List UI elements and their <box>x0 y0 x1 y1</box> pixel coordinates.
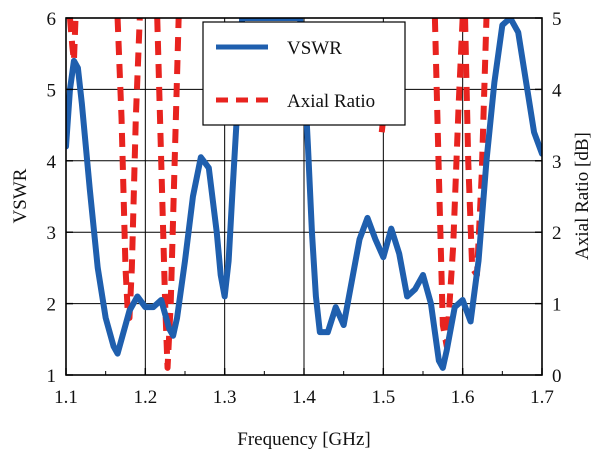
vswr-point <box>174 315 180 321</box>
y2-tick-label: 2 <box>552 223 562 244</box>
vswr-point <box>333 304 339 310</box>
vswr-point <box>515 29 521 35</box>
vswr-point <box>218 272 224 278</box>
vswr-point <box>134 293 140 300</box>
series-layer <box>66 18 542 371</box>
x-tick-label: 1.4 <box>292 387 316 408</box>
vswr-point <box>75 65 81 71</box>
vswr-point <box>126 308 133 314</box>
y-tick-label: 3 <box>47 223 57 244</box>
vswr-point <box>491 79 497 85</box>
y-axis-title: VSWR <box>10 168 31 223</box>
vswr-point <box>114 350 121 357</box>
vswr-point <box>79 101 85 107</box>
vswr-point <box>198 154 204 160</box>
vswr-point <box>460 297 466 303</box>
legend: VSWR Axial Ratio <box>202 21 406 126</box>
axial-ratio-line <box>66 18 79 64</box>
vswr-point <box>214 229 220 235</box>
y2-tick-label: 3 <box>552 152 562 173</box>
y-tick-label: 6 <box>47 9 57 30</box>
vswr-point <box>483 158 490 164</box>
vswr-point <box>71 58 77 64</box>
vswr-point <box>317 329 323 335</box>
vswr-point <box>531 129 537 135</box>
vswr-point <box>388 226 394 232</box>
vswr-point <box>452 304 458 310</box>
legend-box <box>202 21 406 126</box>
vswr-point <box>305 143 311 150</box>
vswr-point <box>420 272 426 278</box>
vswr-point <box>309 229 315 235</box>
vswr-point <box>341 322 347 328</box>
vswr-point <box>380 254 386 260</box>
vswr-point <box>111 343 117 350</box>
x-tick-label: 1.2 <box>133 387 157 408</box>
y-tick-label: 2 <box>47 295 57 316</box>
vswr-point <box>412 286 418 292</box>
vswr-point <box>190 193 196 200</box>
legend-label-axial-ratio: Axial Ratio <box>287 91 375 112</box>
vswr-point <box>150 304 156 310</box>
series-group <box>66 18 542 371</box>
vswr-point <box>87 186 93 192</box>
y2-tick-label: 0 <box>552 366 562 387</box>
vswr-point <box>356 236 363 242</box>
x-axis-title: Frequency [GHz] <box>237 429 370 450</box>
vswr-point <box>325 329 331 335</box>
vswr-point <box>523 79 529 85</box>
vswr-point <box>313 293 319 300</box>
x-tick-label: 1.6 <box>451 387 475 408</box>
vswr-point <box>170 333 176 339</box>
vswr-point <box>142 304 148 310</box>
ticks <box>65 17 543 376</box>
vswr-point <box>432 329 438 335</box>
vswr-point <box>118 336 125 342</box>
vswr-point <box>349 279 355 285</box>
vswr-point <box>444 347 450 353</box>
vswr-point <box>475 258 482 264</box>
y-tick-label: 5 <box>47 80 57 101</box>
x-tick-label: 1.1 <box>54 387 78 408</box>
vswr-point <box>468 318 474 325</box>
vswr-point <box>95 265 101 271</box>
vswr-point <box>222 293 228 300</box>
legend-label-vswr: VSWR <box>287 38 342 59</box>
y2-tick-label: 1 <box>552 295 562 316</box>
vswr-point <box>226 258 232 264</box>
vswr-point <box>440 365 446 371</box>
vswr-point <box>436 358 442 364</box>
x-tick-label: 1.7 <box>530 387 554 408</box>
vswr-point <box>499 22 505 28</box>
vswr-point <box>428 301 434 307</box>
vswr-point <box>230 186 236 192</box>
y-tick-label: 4 <box>47 152 57 173</box>
y2-tick-label: 4 <box>552 80 562 101</box>
axial-ratio-line <box>154 18 182 371</box>
vswr-point <box>206 165 212 171</box>
vswr-point <box>103 315 109 321</box>
x-tick-label: 1.5 <box>371 387 395 408</box>
vswr-point <box>404 293 410 300</box>
x-tick-label: 1.3 <box>213 387 237 408</box>
vswr-point <box>396 251 402 257</box>
vswr-point <box>364 215 371 221</box>
vswr-point <box>158 297 164 303</box>
y-tick-label: 1 <box>47 366 57 387</box>
y2-tick-label: 5 <box>552 9 562 30</box>
tick-labels: 1.1 1.2 1.3 1.4 1.5 1.6 1.7 1 2 3 4 5 6 0 1 2 3 4 5 <box>47 9 563 408</box>
vswr-point <box>182 258 188 264</box>
vswr-point <box>372 236 378 242</box>
vswr-point <box>166 325 172 332</box>
y2-axis-title: Axial Ratio [dB] <box>572 132 593 260</box>
